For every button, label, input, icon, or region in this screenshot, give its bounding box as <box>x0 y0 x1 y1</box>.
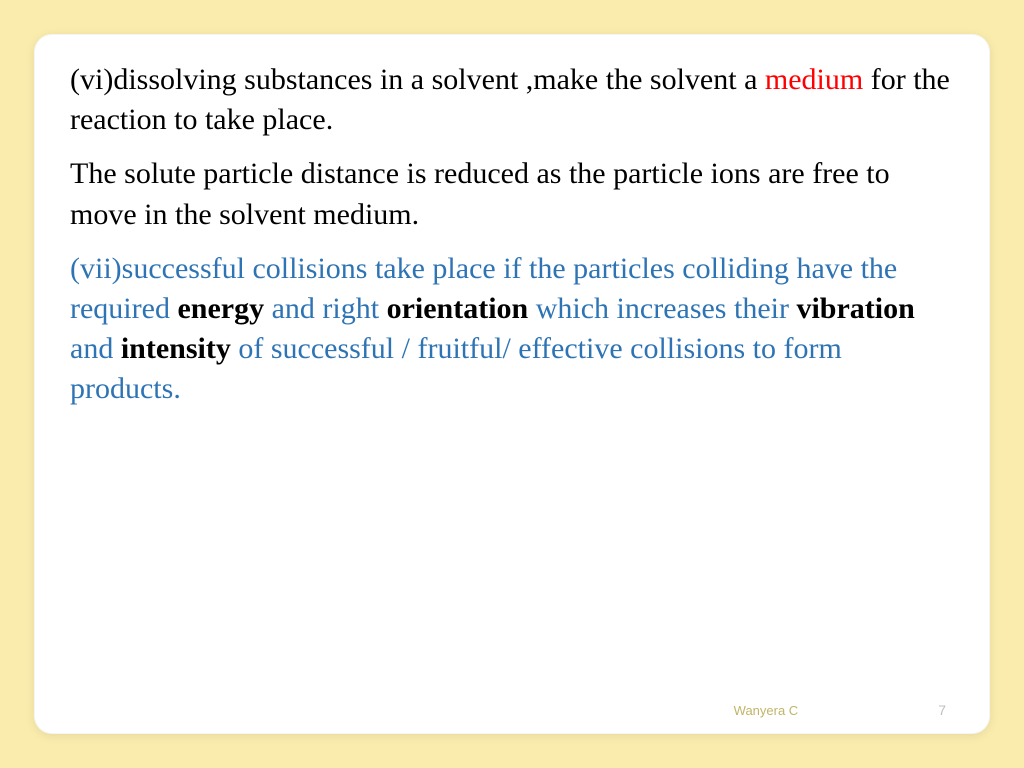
keyword-intensity: intensity <box>121 332 231 365</box>
slide-content: (vi)dissolving substances in a solvent ,… <box>70 60 954 410</box>
footer-page-number: 7 <box>938 702 946 718</box>
keyword-medium: medium <box>765 63 863 96</box>
p3-seg3: which increases their <box>528 292 796 325</box>
paragraph-solute: The solute particle distance is reduced … <box>70 154 954 234</box>
slide-footer: Wanyera C 7 <box>34 702 990 718</box>
slide-card: (vi)dissolving substances in a solvent ,… <box>34 34 990 734</box>
p2-text: The solute particle distance is reduced … <box>70 157 890 230</box>
keyword-orientation: orientation <box>387 292 529 325</box>
p3-seg2: and right <box>264 292 386 325</box>
paragraph-vi: (vi)dissolving substances in a solvent ,… <box>70 60 954 140</box>
footer-author: Wanyera C <box>734 703 799 718</box>
paragraph-vii: (vii)successful collisions take place if… <box>70 249 954 410</box>
keyword-vibration: vibration <box>796 292 914 325</box>
slide-background: (vi)dissolving substances in a solvent ,… <box>0 0 1024 768</box>
keyword-energy: energy <box>177 292 264 325</box>
p3-seg4: and <box>70 332 121 365</box>
p1-seg1: (vi)dissolving substances in a solvent ,… <box>70 63 765 96</box>
